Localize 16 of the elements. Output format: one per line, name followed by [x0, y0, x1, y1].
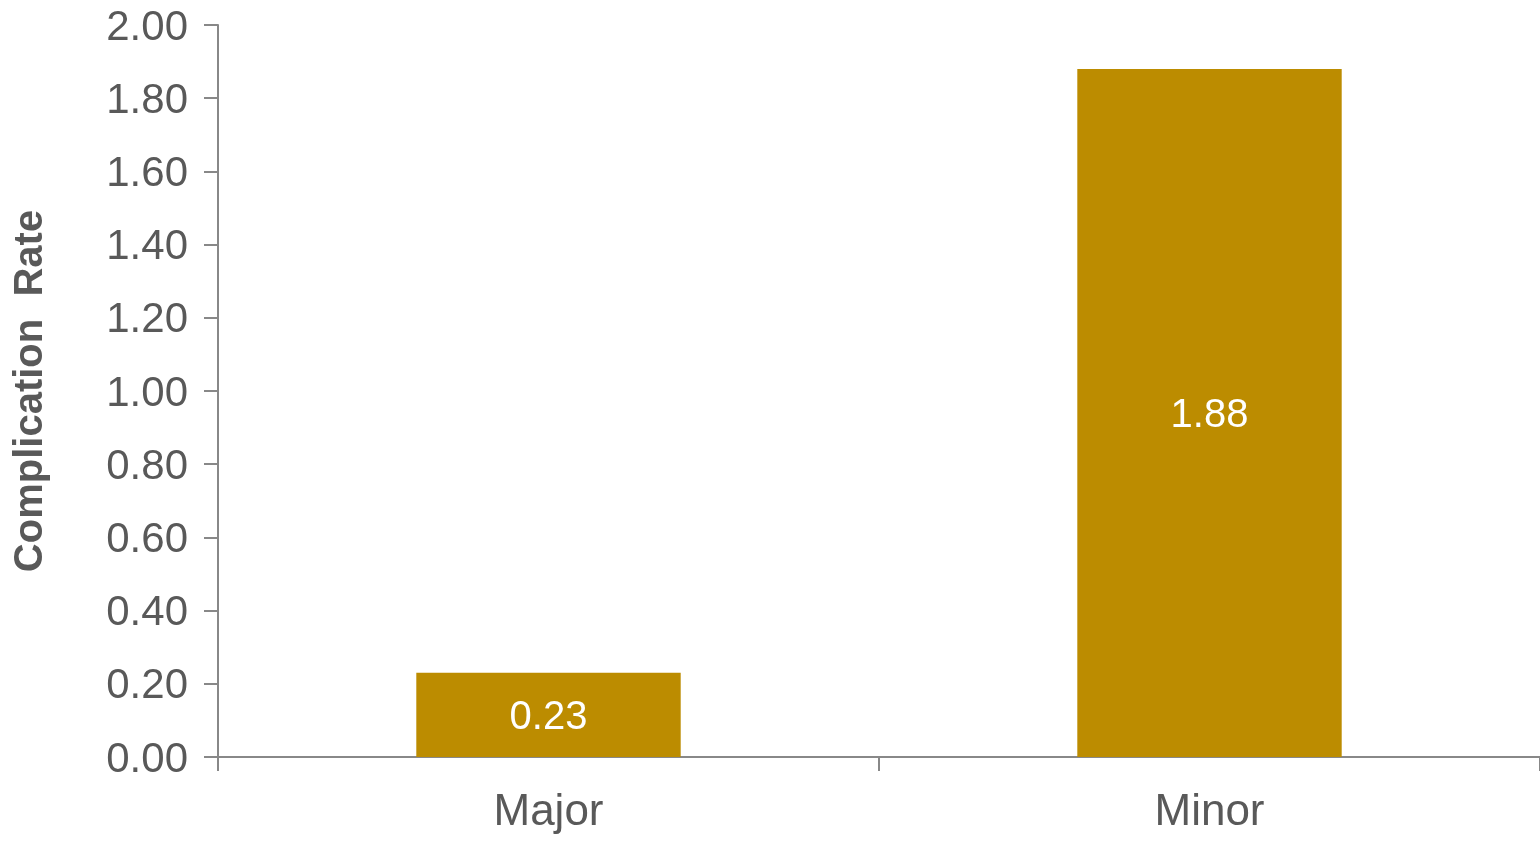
- y-axis-title: Complication Rate: [6, 209, 50, 573]
- y-tick-label: 2.00: [106, 1, 188, 49]
- data-label: 1.88: [1170, 390, 1249, 435]
- y-tick-label: 1.60: [106, 147, 188, 195]
- y-tick-label: 0.20: [106, 660, 188, 708]
- y-tick-label: 1.20: [106, 294, 188, 342]
- y-tick-label: 0.80: [106, 440, 188, 488]
- y-tick-label: 1.00: [106, 367, 188, 415]
- y-tick-label: 0.60: [106, 513, 188, 561]
- y-tick-label: 1.80: [106, 74, 188, 122]
- y-tick-label: 0.40: [106, 587, 188, 635]
- x-tick-label: Minor: [1154, 784, 1265, 834]
- y-tick-label: 0.00: [106, 733, 188, 781]
- x-tick-label: Major: [493, 784, 604, 834]
- y-tick-label: 1.40: [106, 221, 188, 269]
- data-label: 0.23: [509, 692, 588, 737]
